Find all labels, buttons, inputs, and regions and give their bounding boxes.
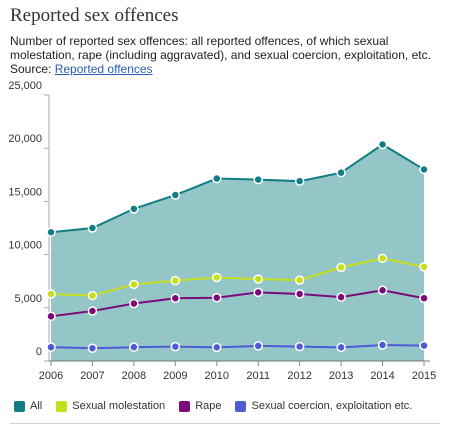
data-point-2 xyxy=(377,285,388,295)
y-tick-label: 0 xyxy=(36,346,42,358)
chart-description: Number of reported sex offences: all rep… xyxy=(10,34,438,76)
data-point-0 xyxy=(170,190,181,200)
y-tick-label: 5,000 xyxy=(14,293,42,305)
series-line-2 xyxy=(50,289,425,318)
data-point-1 xyxy=(87,290,98,301)
data-point-3 xyxy=(212,342,222,353)
x-tick-label: 2013 xyxy=(329,370,353,382)
x-tick-label: 2015 xyxy=(412,370,436,382)
legend-swatch xyxy=(235,400,247,412)
chart-title: Reported sex offences xyxy=(10,5,179,26)
legend: All Sexual molestation Rape Sexual coercion… xyxy=(14,400,420,412)
data-point-3 xyxy=(294,341,305,352)
x-tick-label: 2011 xyxy=(246,370,270,382)
data-point-2 xyxy=(170,293,181,303)
x-tick-label: 2008 xyxy=(122,370,146,382)
legend-label: Sexual coercion, exploitation etc. xyxy=(251,400,413,412)
data-point-1 xyxy=(419,262,429,272)
legend-item-3[interactable]: Sexual coercion, exploitation etc. xyxy=(235,400,412,412)
data-point-0 xyxy=(46,227,56,238)
data-point-1 xyxy=(253,274,263,284)
data-point-0 xyxy=(87,223,98,233)
data-point-3 xyxy=(170,341,181,352)
data-point-2 xyxy=(294,289,305,299)
x-tick-label: 2006 xyxy=(39,370,63,382)
data-point-1 xyxy=(212,272,222,283)
data-point-2 xyxy=(46,311,56,322)
data-point-1 xyxy=(336,262,346,273)
data-point-3 xyxy=(46,342,56,352)
data-point-0 xyxy=(212,173,222,184)
series-line-0 xyxy=(50,143,425,234)
data-point-2 xyxy=(129,298,139,309)
data-point-1 xyxy=(129,279,139,290)
data-point-2 xyxy=(212,292,222,303)
data-point-2 xyxy=(419,293,429,303)
y-tick-label: 20,000 xyxy=(8,133,42,145)
data-point-3 xyxy=(129,342,139,352)
data-point-0 xyxy=(419,164,429,175)
data-point-1 xyxy=(46,289,56,299)
data-point-3 xyxy=(419,340,429,351)
data-point-3 xyxy=(87,343,98,353)
series-line-3 xyxy=(50,344,425,350)
y-tick-label: 25,000 xyxy=(8,80,42,92)
data-point-0 xyxy=(336,167,346,178)
x-tick-label: 2012 xyxy=(287,370,311,382)
series-line-1 xyxy=(50,257,425,297)
legend-item-0[interactable]: All xyxy=(14,400,42,412)
data-point-3 xyxy=(253,341,263,351)
y-tick-label: 15,000 xyxy=(8,186,42,198)
data-point-0 xyxy=(253,174,263,185)
x-tick-label: 2007 xyxy=(80,370,104,382)
legend-swatch xyxy=(179,400,191,412)
data-point-0 xyxy=(294,176,305,186)
legend-item-1[interactable]: Sexual molestation xyxy=(56,400,165,412)
data-point-3 xyxy=(336,342,346,353)
x-tick-label: 2009 xyxy=(163,370,187,382)
legend-label: All xyxy=(30,400,43,412)
bottom-divider xyxy=(10,423,440,424)
x-tick-label: 2014 xyxy=(370,370,394,382)
legend-label: Rape xyxy=(195,400,222,412)
legend-swatch xyxy=(14,400,25,412)
data-point-1 xyxy=(377,253,388,264)
legend-item-2[interactable]: Rape xyxy=(179,400,221,412)
y-tick-label: 10,000 xyxy=(8,240,42,252)
data-point-2 xyxy=(87,306,98,316)
data-point-0 xyxy=(377,139,388,150)
chart-area: 0 5,000 10,000 15,000 20,000 25,000 2006 2007 20… xyxy=(8,80,436,382)
data-point-3 xyxy=(377,340,388,350)
legend-label: Sexual molestation xyxy=(72,400,166,412)
description-text: Number of reported sex offences: all rep… xyxy=(10,34,431,76)
data-point-1 xyxy=(294,275,305,285)
x-tick-label: 2010 xyxy=(205,370,229,382)
area-all xyxy=(51,144,424,361)
data-point-2 xyxy=(253,287,263,298)
data-point-0 xyxy=(129,204,139,214)
data-point-2 xyxy=(336,292,346,302)
source-link[interactable]: Reported offences xyxy=(54,62,153,76)
legend-swatch xyxy=(56,400,68,412)
data-point-1 xyxy=(170,275,181,286)
